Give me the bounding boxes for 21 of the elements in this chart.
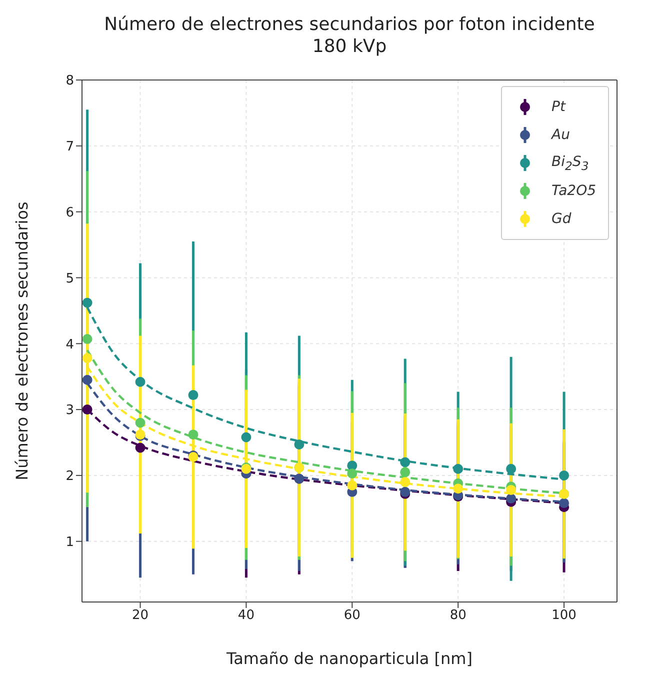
x-tick-label: 80 [450,608,466,624]
y-tick-label: 8 [66,74,74,89]
y-tick-label: 6 [66,205,74,220]
y-tick-label: 7 [66,140,74,155]
x-tick-label: 100 [552,608,576,624]
legend-label: Gd [552,211,572,227]
legend-label: Bi$_{2}$S$_{3}$ [552,154,589,172]
legend-label: Pt [552,99,566,115]
y-tick-label: 4 [66,337,74,352]
x-tick-label: 40 [238,608,254,624]
y-tick-label: 5 [66,271,74,286]
legend-label: Ta2O5 [552,183,596,199]
legend-label: Au [552,127,570,143]
y-axis-title: Número de electrones secundarios [12,202,32,480]
x-tick-label: 20 [132,608,149,624]
y-tick-label: 3 [66,403,74,418]
x-axis-title: Tamaño de nanoparticula [nm] [225,649,473,668]
x-tick-label: 60 [344,608,360,624]
chart-title: Número de electrones secundarios por foton incidente 180 kVp [104,14,595,57]
y-tick-label: 1 [66,534,74,550]
y-tick-label: 2 [66,469,74,484]
